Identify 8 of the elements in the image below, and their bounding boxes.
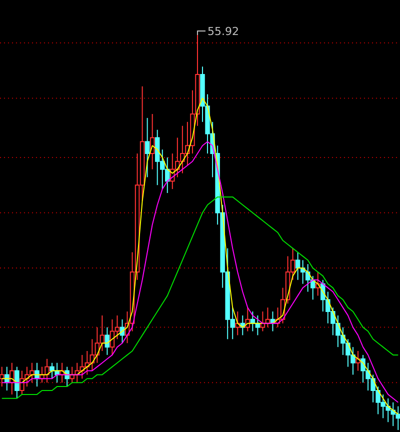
annotation: 55.92 [207, 25, 239, 38]
candlestick [0, 366, 4, 388]
candlestick [50, 362, 54, 380]
candlestick [356, 350, 360, 372]
candlestick [144, 117, 150, 178]
candlestick [14, 366, 20, 399]
candlestick [295, 252, 300, 280]
candlestick [235, 311, 240, 336]
